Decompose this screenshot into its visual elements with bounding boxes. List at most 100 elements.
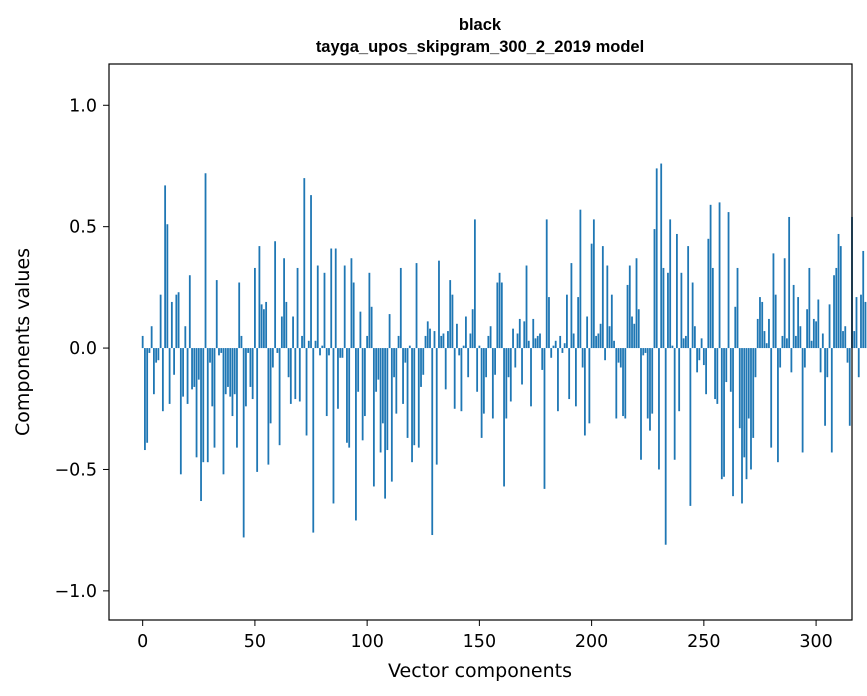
bar — [521, 348, 523, 385]
bar — [442, 333, 445, 349]
bar — [613, 340, 615, 349]
bar — [155, 348, 158, 363]
bar — [168, 348, 171, 404]
bar — [772, 253, 775, 349]
bar — [848, 348, 851, 426]
bar — [624, 348, 627, 419]
bar — [577, 297, 580, 349]
bar — [631, 316, 633, 349]
bar — [729, 348, 732, 392]
bar — [790, 348, 793, 373]
bar — [543, 348, 546, 489]
bar — [597, 333, 600, 349]
bar — [265, 301, 268, 349]
bar — [803, 348, 806, 368]
bar — [188, 275, 191, 349]
bar — [525, 265, 528, 349]
bar — [610, 294, 613, 349]
bar — [249, 348, 252, 387]
bar — [413, 348, 416, 446]
bar — [451, 294, 454, 349]
bar — [750, 348, 752, 470]
bar — [860, 294, 862, 349]
bar — [485, 348, 488, 378]
bar — [175, 294, 178, 349]
bar — [278, 348, 281, 446]
x-tick-label: 250 — [687, 632, 720, 652]
bar — [812, 318, 815, 349]
bar — [426, 321, 429, 349]
bar — [227, 348, 229, 387]
bar — [601, 246, 604, 349]
bar — [438, 260, 440, 349]
bar — [646, 348, 649, 419]
bar — [592, 219, 595, 349]
bar — [676, 233, 678, 349]
bar — [500, 282, 503, 349]
plot-area — [109, 64, 852, 620]
bar — [202, 348, 205, 463]
bar — [328, 348, 330, 356]
bar — [512, 328, 514, 349]
bar — [348, 348, 351, 448]
bar — [588, 348, 591, 424]
bar — [545, 219, 548, 349]
bar — [628, 265, 631, 349]
bar — [332, 348, 335, 504]
bar — [422, 348, 425, 375]
bar — [393, 348, 395, 378]
bar — [509, 348, 512, 402]
bar — [440, 335, 443, 349]
y-tick-label: 0.0 — [69, 339, 97, 359]
bar — [774, 294, 777, 349]
bar — [182, 348, 184, 397]
bar — [581, 348, 584, 368]
bar — [494, 348, 496, 375]
bar — [395, 348, 398, 414]
bar — [534, 338, 537, 349]
bar — [734, 306, 737, 349]
bar — [844, 326, 847, 349]
bar — [179, 348, 182, 475]
bar — [260, 304, 263, 349]
bar — [714, 348, 716, 400]
bar — [164, 185, 167, 349]
bar — [224, 348, 227, 395]
bar — [711, 267, 714, 349]
bar — [411, 348, 413, 463]
bar — [271, 348, 274, 368]
bar — [251, 348, 254, 400]
bar — [655, 168, 658, 349]
bar — [166, 224, 169, 349]
bar — [476, 348, 479, 392]
bar — [691, 282, 694, 349]
bar — [725, 348, 728, 383]
bar — [274, 241, 277, 349]
bar — [810, 340, 813, 349]
bar — [366, 335, 369, 349]
bar — [559, 335, 562, 349]
bar — [449, 280, 452, 349]
bar — [702, 348, 705, 366]
bar — [204, 173, 207, 349]
bar — [478, 345, 481, 349]
bar — [310, 195, 312, 349]
bar — [229, 348, 232, 397]
bar — [698, 348, 701, 361]
bar — [673, 348, 676, 460]
bar — [355, 348, 357, 521]
bar — [283, 258, 285, 349]
bar — [285, 301, 288, 349]
bar — [505, 348, 508, 419]
x-axis-label: Vector components — [388, 660, 572, 682]
bar — [314, 340, 317, 349]
bar — [635, 258, 638, 349]
bar — [626, 284, 629, 349]
bar — [777, 348, 779, 463]
bar — [289, 348, 292, 404]
bar — [590, 243, 593, 349]
bar — [343, 265, 346, 349]
bar — [736, 267, 739, 349]
bar — [467, 348, 470, 378]
bar — [473, 219, 476, 349]
